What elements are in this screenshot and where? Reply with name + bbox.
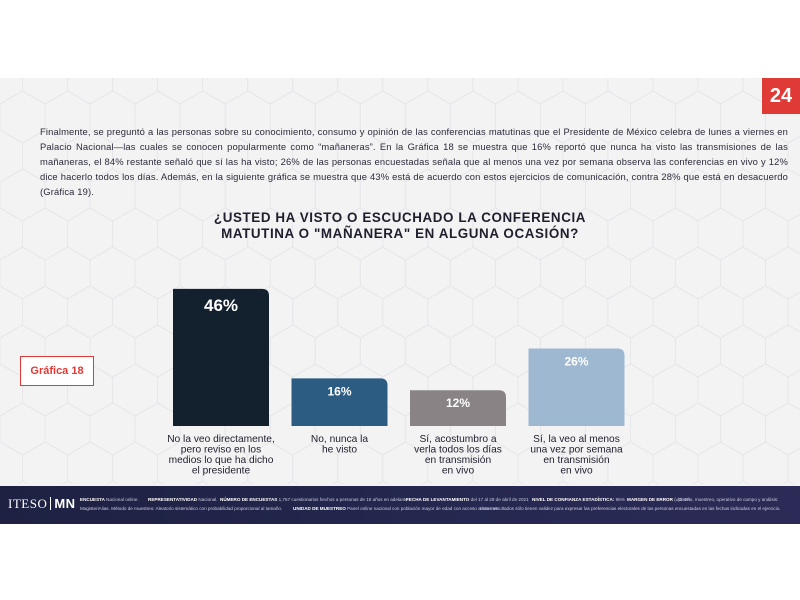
- category-label-line: pero reviso en los: [181, 445, 261, 456]
- category-label: No, nunca la he visto: [311, 434, 369, 456]
- category-label-line: he visto: [322, 445, 357, 456]
- figure-label: Gráfica 18: [20, 356, 94, 386]
- bar-value-label: 16%: [327, 384, 351, 398]
- intro-paragraph: Finalmente, se preguntó a las personas s…: [40, 126, 788, 197]
- category-label-line: Sí, acostumbro a: [419, 434, 496, 445]
- category-label-line: medios lo que ha dicho: [169, 455, 274, 466]
- footer-item: ENCUESTA Nacional online.: [80, 497, 139, 502]
- category-label: No la veo directamente, pero reviso en lo…: [167, 434, 275, 477]
- category-label-line: en vivo: [560, 466, 593, 477]
- category-label-line: en vivo: [442, 466, 475, 477]
- category-label: Sí, la veo al menos una vez por semana en …: [530, 434, 623, 477]
- footer-bar: ITESO MN ENCUESTA Nacional online. REPRESE…: [0, 486, 800, 524]
- footer-item: NÚMERO DE ENCUESTAS 1,757 cuestionarios …: [220, 497, 410, 502]
- footer-item: FECHA DE LEVANTAMIENTO del 17 al 28 de a…: [406, 497, 529, 502]
- iteso-mn-logo: ITESO MN: [8, 496, 76, 512]
- bar-value-label: 46%: [204, 296, 238, 315]
- footer-item: UNIDAD DE MUESTREO Panel online nacional…: [293, 506, 499, 511]
- chart-title: ¿Usted ha visto o escuchado la conferenc…: [213, 210, 587, 241]
- category-label-line: verla todos los días: [414, 445, 502, 456]
- footer-item: MARGEN DE ERROR (±)2.4%: [627, 497, 691, 502]
- bar-value-label: 12%: [446, 396, 470, 410]
- bar-2: [291, 378, 388, 426]
- category-label-line: el presidente: [192, 466, 251, 477]
- footer-item: Estos resultados sólo tienen validez par…: [480, 506, 781, 511]
- hexagon-shape: [787, 447, 800, 484]
- footer-item: MagisteriAlias. Método de muestreo: Alea…: [80, 506, 283, 511]
- bar-3: [410, 390, 506, 426]
- category-label-line: No la veo directamente,: [167, 434, 275, 445]
- logo-iteso: ITESO: [8, 496, 48, 511]
- category-label-line: Sí, la veo al menos: [533, 434, 620, 445]
- bar-4: [528, 348, 625, 426]
- category-label-line: una vez por semana: [530, 445, 623, 456]
- hexagon-background-pattern: [0, 78, 800, 484]
- footer-item: NIVEL DE CONFIANZA ESTADÍSTICA: 95%: [532, 497, 625, 502]
- footer-item: REPRESENTATIVIDAD Nacional.: [148, 497, 218, 502]
- footer-item: Diseño, muestreo, operativo de campo y a…: [678, 497, 779, 502]
- category-label-line: en transmisión: [425, 455, 491, 466]
- logo-divider: [50, 497, 52, 510]
- logo-mn: MN: [54, 496, 76, 511]
- category-label-line: en transmisión: [543, 455, 609, 466]
- slide-background: [0, 78, 800, 524]
- bar-1: [173, 288, 269, 426]
- category-label: Sí, acostumbro a verla todos los días en t…: [414, 434, 502, 477]
- bar-value-label: 26%: [564, 355, 588, 369]
- page-number-badge: 24: [762, 78, 800, 114]
- category-label-line: No, nunca la: [311, 434, 369, 445]
- bar-chart: 46% No la veo directamente, pero reviso en…: [167, 288, 625, 477]
